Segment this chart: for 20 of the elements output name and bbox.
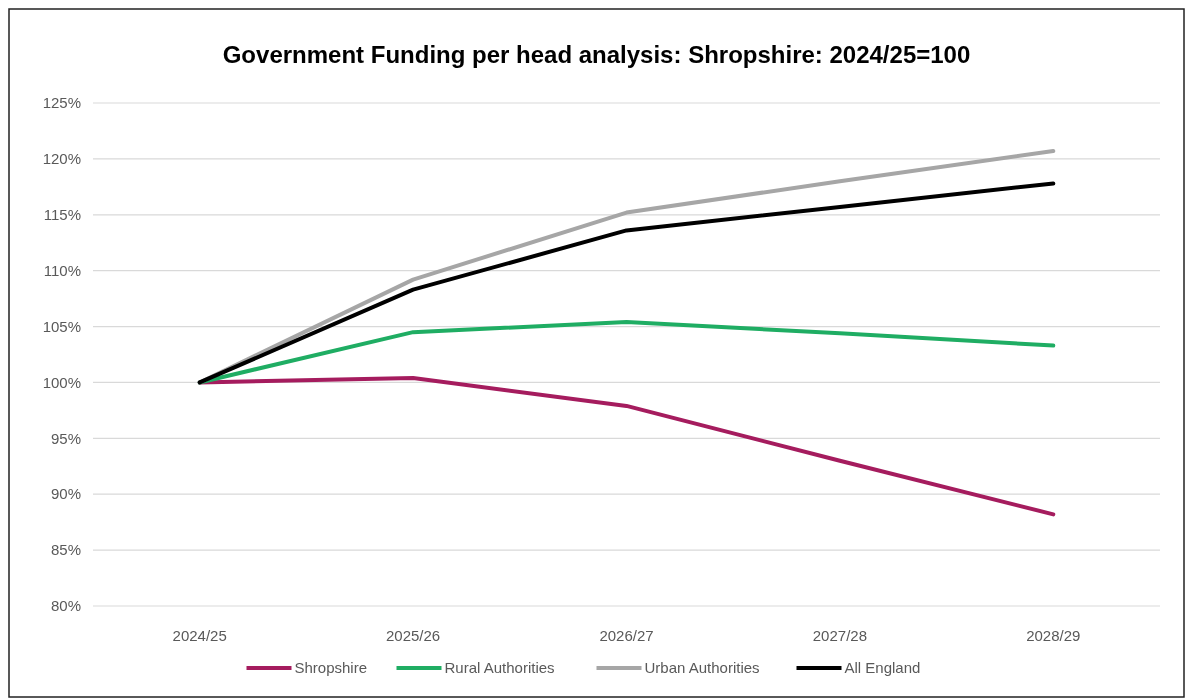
legend-label: All England: [844, 659, 921, 677]
y-tick-label: 100%: [42, 373, 81, 391]
x-tick-label: 2027/28: [812, 627, 868, 644]
y-tick-label: 85%: [50, 541, 81, 559]
y-tick-label: 115%: [43, 206, 81, 224]
chart-title: Government Funding per head analysis: Shropshire: 2024/25=100: [222, 41, 971, 68]
y-tick-label: 80%: [50, 597, 81, 615]
x-tick-label: 2028/29: [1026, 627, 1081, 644]
y-tick-label: 120%: [42, 150, 81, 168]
y-tick-label: 105%: [42, 317, 81, 335]
y-tick-label: 90%: [50, 485, 81, 503]
x-tick-label: 2024/25: [172, 627, 227, 644]
legend-label: Urban Authorities: [644, 659, 760, 677]
legend-label: Rural Authorities: [444, 659, 555, 677]
x-tick-label: 2025/26: [385, 627, 441, 644]
legend-label: Shropshire: [294, 659, 368, 677]
y-tick-label: 110%: [43, 261, 81, 279]
x-tick-label: 2026/27: [599, 627, 654, 644]
y-tick-label: 125%: [42, 94, 81, 112]
y-tick-label: 95%: [50, 429, 81, 447]
